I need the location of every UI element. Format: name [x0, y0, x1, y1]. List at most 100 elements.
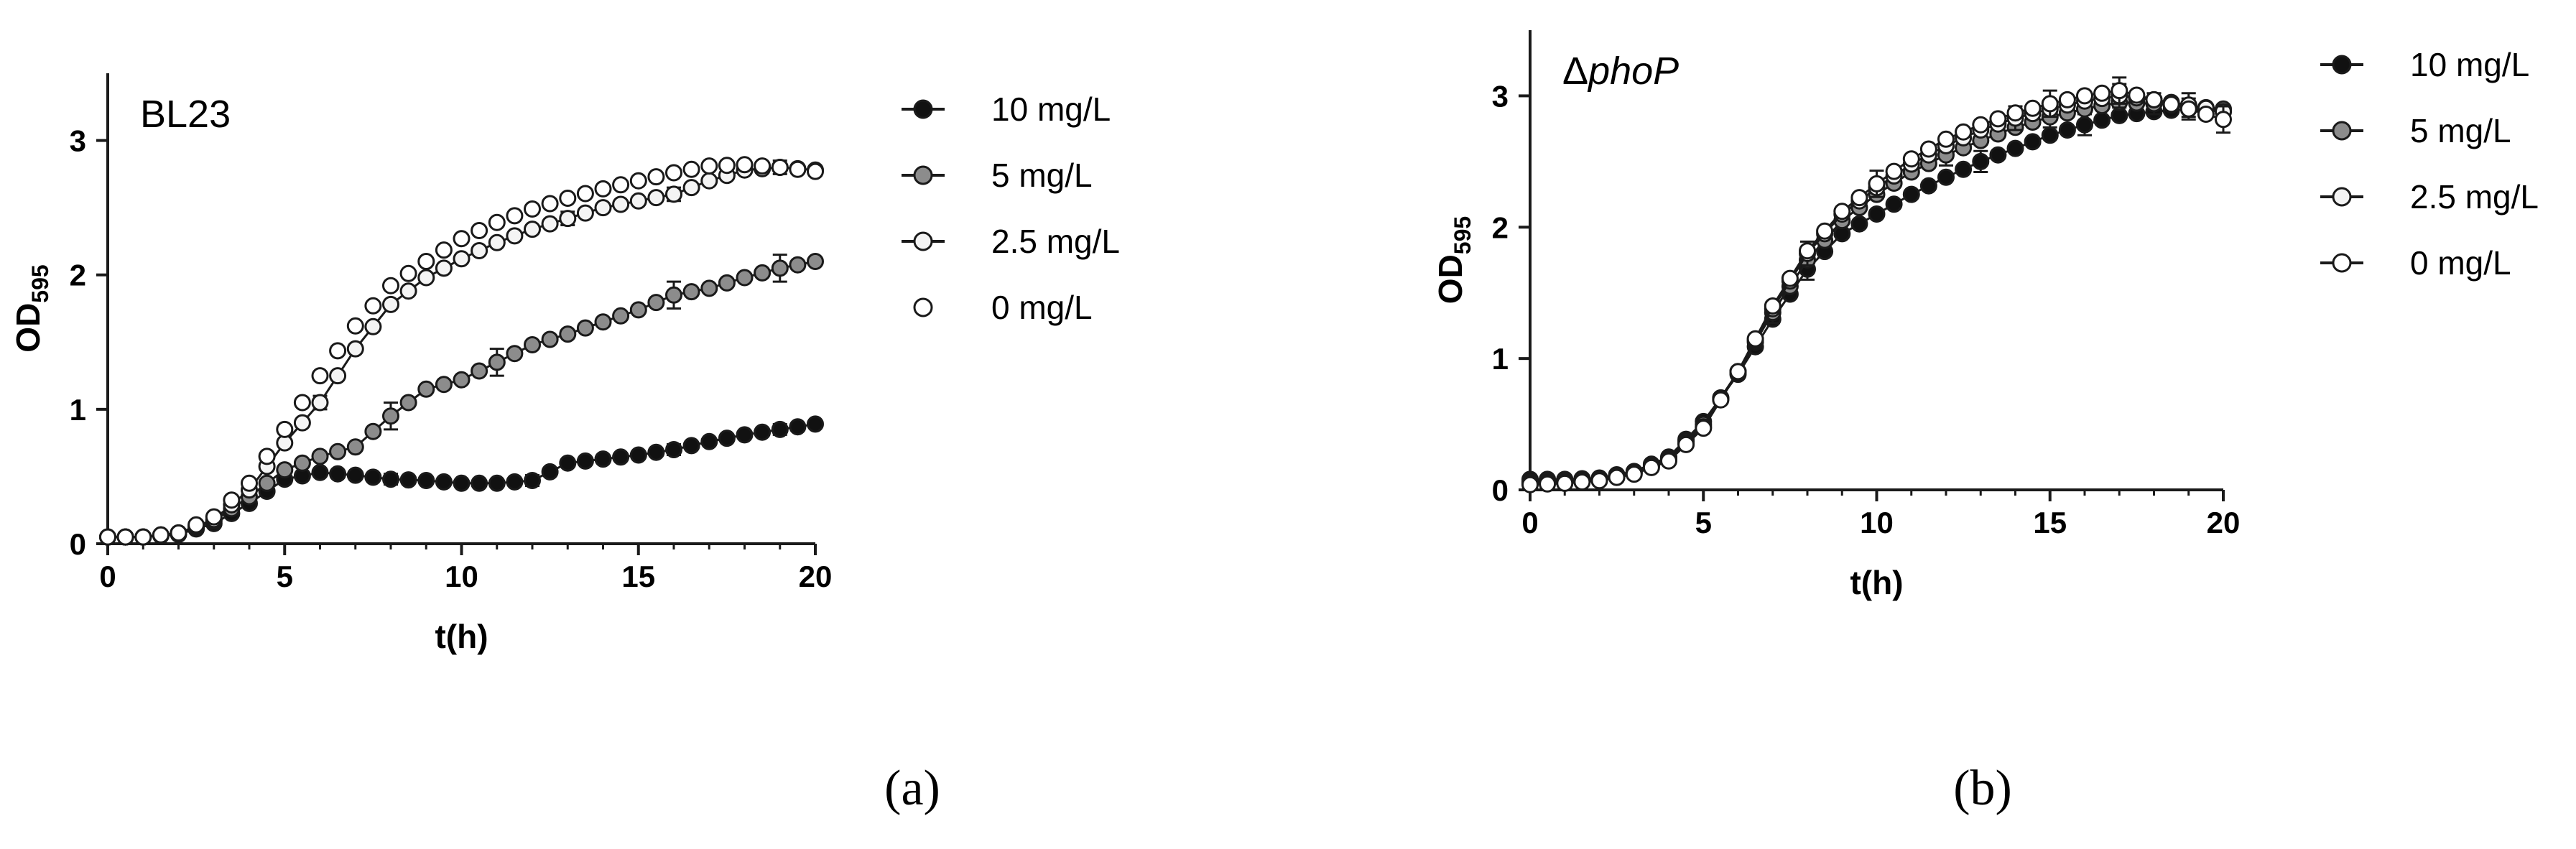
chart-b-data-point [1608, 468, 1626, 486]
chart-a-data-point [223, 491, 241, 509]
chart-b-data-point [1885, 195, 1903, 213]
chart-a-data-point [329, 342, 347, 360]
chart-a-data-point [559, 210, 577, 228]
chart-b-series-3 [1521, 76, 2232, 493]
chart-b-data-point [1642, 458, 1660, 476]
chart-a-data-point [382, 470, 399, 488]
chart-b-data-point [1885, 162, 1903, 180]
chart-a-data-point [718, 274, 736, 292]
chart-b-data-point [1972, 152, 1990, 170]
chart-a-data-point [524, 200, 541, 218]
chart-a-data-point [311, 394, 329, 412]
chart-a-data-point [293, 394, 311, 412]
chart-a-data-point [576, 319, 594, 337]
chart-a-series-3 [99, 156, 824, 546]
chart-a-data-point [754, 157, 772, 175]
chart-b-data-point [2024, 133, 2042, 151]
chart-a-legend-marker [913, 231, 933, 251]
chart-a-panel-label: (a) [884, 761, 940, 816]
chart-a-y-tick-label: 1 [70, 393, 86, 427]
chart-b-x-tick-label: 15 [2033, 506, 2067, 539]
chart-b-legend-marker [2332, 121, 2352, 141]
chart-b-data-point [2179, 100, 2197, 118]
chart-b-series-1 [1521, 92, 2232, 491]
chart-b-data-point [1989, 146, 2007, 164]
panel-b: 0 5 10 15 20 0 1 2 3 t(h) OD595 ΔphoP 10 mg/L 5 mg/L 2… [1432, 30, 2539, 816]
chart-a-data-point [364, 468, 382, 486]
chart-a-data-point [506, 345, 524, 363]
chart-b-data-point [1573, 473, 1591, 491]
chart-b-y-tick-label: 1 [1492, 342, 1509, 376]
chart-b-data-point [1972, 116, 1990, 134]
chart-b-data-point [2162, 96, 2180, 113]
chart-a-data-point [488, 233, 506, 251]
chart-a-data-point [205, 508, 223, 526]
chart-a-data-point [364, 317, 382, 335]
chart-a-data-point [99, 528, 116, 546]
chart-b-data-point [2076, 87, 2093, 105]
chart-a-data-point [329, 442, 347, 460]
chart-b-series-line [1529, 101, 2224, 483]
chart-b-data-point [1868, 175, 1886, 192]
chart-b-data-point [2058, 121, 2076, 139]
chart-a-data-point [736, 156, 754, 174]
chart-a-data-point [471, 222, 488, 239]
chart-b-data-point [1729, 363, 1747, 381]
chart-a-data-point [346, 438, 364, 456]
chart-a-data-point [435, 259, 453, 277]
chart-b-data-point [1539, 475, 1557, 493]
chart-a-data-point [417, 269, 435, 287]
chart-a-data-point [647, 294, 665, 312]
chart-a-x-tick-label: 10 [445, 560, 478, 593]
chart-a-data-point [187, 516, 205, 534]
chart-a-data-point [629, 172, 647, 190]
chart-a-data-point [506, 227, 524, 245]
chart-a-series-1 [99, 253, 824, 546]
chart-b-data-point [1833, 203, 1851, 221]
chart-b-panel-label: (b) [1953, 761, 2012, 816]
chart-a-data-point [629, 446, 647, 464]
chart-a-data-point [524, 336, 541, 353]
chart-a-data-point [612, 307, 630, 325]
chart-b-data-point [1799, 242, 1816, 260]
chart-b-data-point [1989, 110, 2007, 128]
chart-a-data-point [241, 474, 258, 492]
chart-a-data-point [612, 195, 630, 213]
chart-a-series-line [108, 260, 816, 539]
chart-a-data-point [771, 159, 789, 176]
chart-a-data-point [399, 264, 417, 282]
chart-b-data-point [2093, 111, 2111, 129]
chart-a-title: BL23 [140, 93, 231, 136]
chart-a-data-point [471, 242, 488, 259]
chart-a-data-point [576, 185, 594, 203]
chart-b-y-axis-label-sub: 595 [1450, 216, 1475, 254]
chart-b-data-point [1902, 150, 1920, 168]
chart-b-data-point [2111, 82, 2128, 100]
chart-a-data-point [453, 250, 471, 268]
chart-a-y-axis-label-main: OD [9, 303, 47, 353]
chart-b-data-point [2128, 86, 2146, 104]
chart-a-data-point [293, 414, 311, 432]
chart-b-data-point [1764, 297, 1782, 315]
chart-b-data-point [1746, 330, 1764, 348]
chart-a-data-point [524, 221, 541, 238]
chart-b-legend-label: 0 mg/L [2410, 244, 2511, 282]
chart-a-data-point [471, 474, 488, 492]
chart-a-legend-label: 2.5 mg/L [991, 223, 1120, 260]
chart-b-data-point [1868, 205, 1886, 223]
chart-b-legend-marker [2332, 55, 2352, 75]
chart-a-y-axis-label: OD595 [9, 264, 53, 352]
chart-a-data-point [346, 317, 364, 335]
chart-b-y-tick-label: 3 [1492, 79, 1509, 113]
chart-a-data-point [116, 528, 134, 546]
chart-b-data-point [1919, 140, 1937, 158]
chart-a-legend-label: 5 mg/L [991, 157, 1093, 194]
chart-b-data-point [2093, 84, 2111, 102]
chart-a-data-point [276, 420, 294, 438]
chart-a-y-tick-label: 2 [70, 259, 86, 292]
chart-a-data-point [754, 264, 772, 282]
chart-a-data-point [754, 423, 772, 441]
chart-a-data-point [435, 473, 453, 491]
chart-b-title-prefix: Δ [1562, 50, 1588, 93]
